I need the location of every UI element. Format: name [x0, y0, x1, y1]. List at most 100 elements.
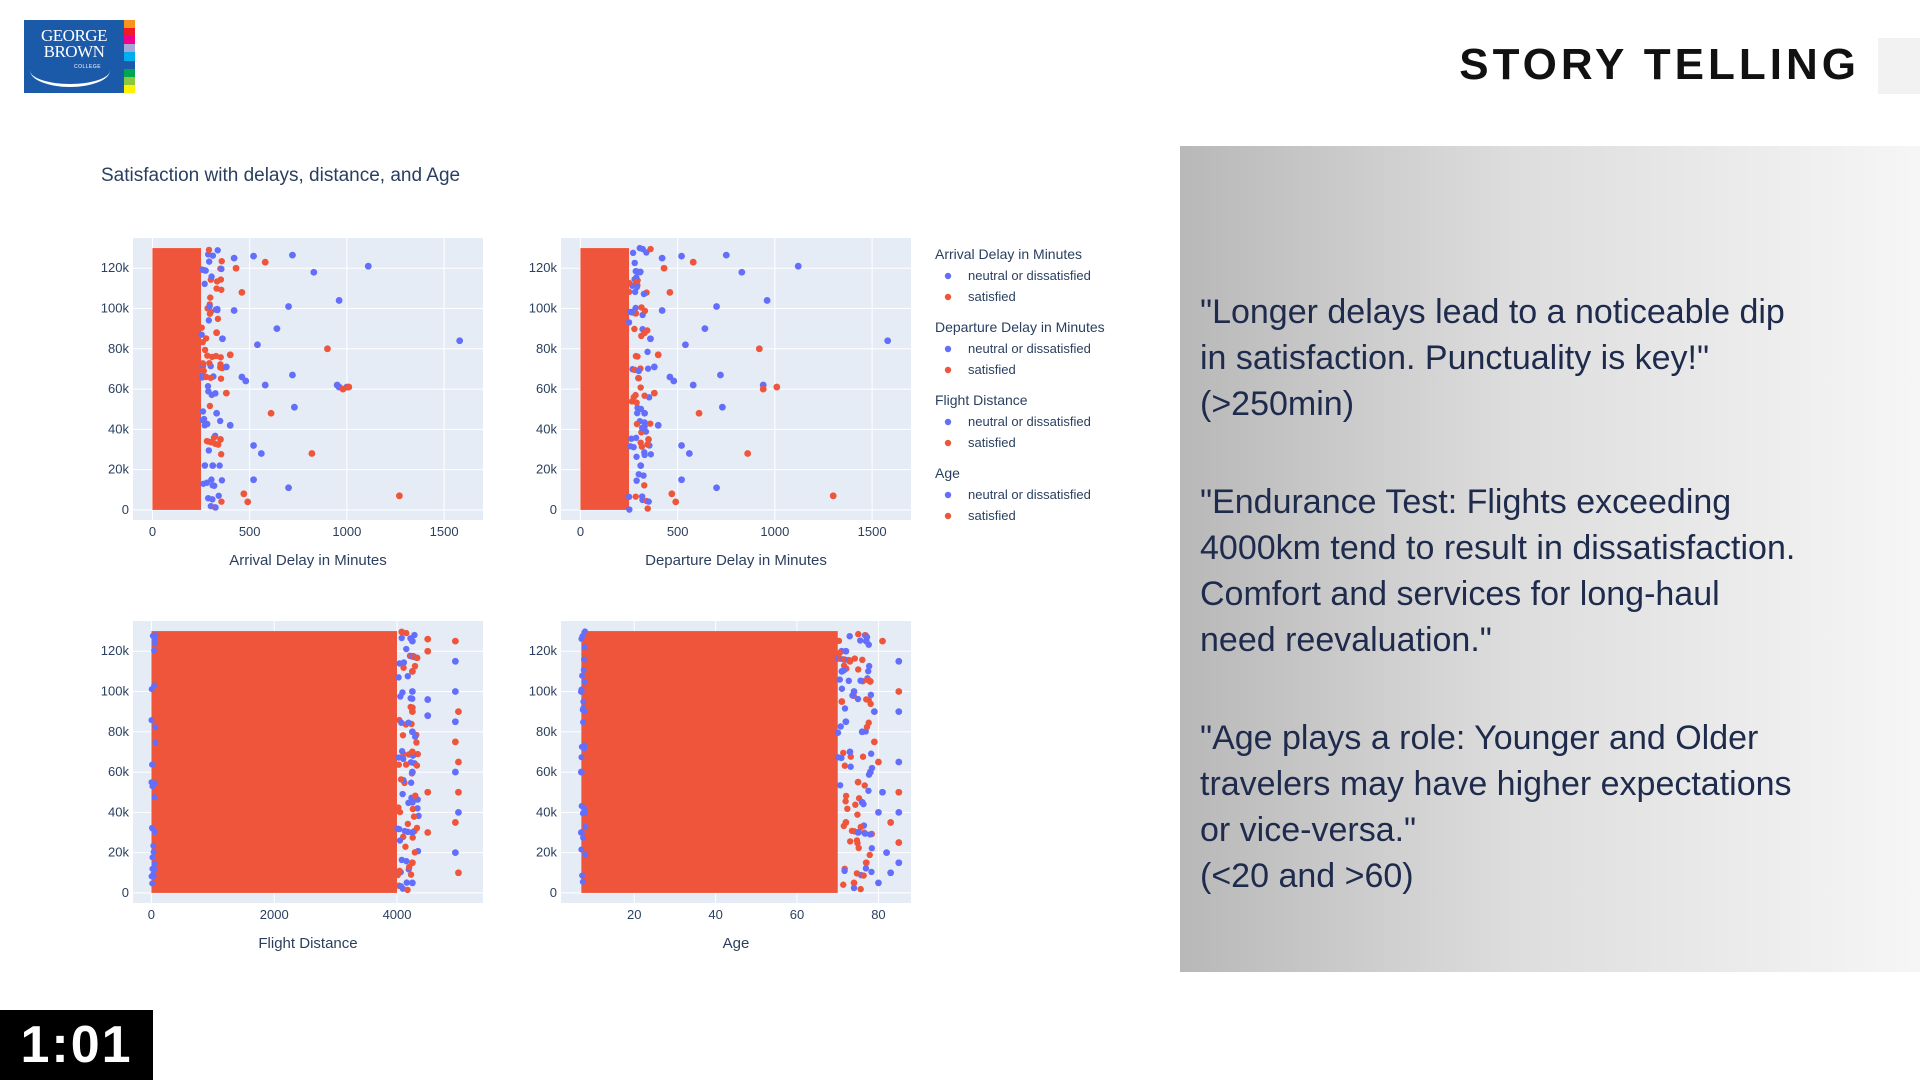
- scatter-point: [838, 698, 846, 705]
- scatter-point: [641, 392, 648, 399]
- y-tick-label: 0: [550, 885, 557, 900]
- scatter-point: [658, 307, 666, 314]
- scatter-point: [451, 657, 459, 665]
- scatter-point: [633, 399, 640, 406]
- scatter-point: [395, 674, 402, 681]
- scatter-point: [214, 315, 222, 323]
- story-text: "Longer delays lead to a noticeable dip …: [1200, 289, 1880, 951]
- scatter-point: [408, 859, 416, 867]
- scatter-point: [580, 698, 587, 705]
- scatter-point: [862, 859, 870, 867]
- scatter-point: [647, 451, 655, 458]
- legend-item-label: satisfied: [968, 435, 1016, 450]
- scatter-point: [883, 849, 890, 857]
- scatter-point: [200, 367, 208, 375]
- scatter-point: [638, 304, 645, 311]
- scatter-point: [205, 447, 212, 454]
- scatter-point: [152, 724, 159, 731]
- scatter-point: [451, 637, 459, 645]
- story-line: "Longer delays lead to a noticeable dip: [1200, 293, 1785, 331]
- scatter-point: [840, 662, 848, 669]
- scatter-point: [399, 755, 407, 763]
- scatter-point: [210, 434, 218, 441]
- scatter-point: [854, 778, 862, 786]
- x-tick-label: 0: [149, 524, 156, 539]
- scatter-point: [641, 409, 649, 417]
- subplot-4: 20 40 60 80 0 20k 40k 60k 80k 100k 120k Age: [529, 621, 911, 952]
- scatter-point: [580, 804, 587, 811]
- story-panel: [1180, 146, 1920, 972]
- scatter-point: [867, 700, 874, 708]
- scatter-point: [451, 849, 459, 857]
- chart-title: Satisfaction with delays, distance, and …: [101, 165, 461, 186]
- scatter-point: [633, 420, 641, 428]
- story-paragraph-age: "Age plays a role: Younger and Older tra…: [1200, 715, 1880, 899]
- scatter-point: [285, 303, 292, 310]
- scatter-point: [840, 881, 847, 888]
- scatter-point: [895, 839, 903, 846]
- scatter-point: [579, 872, 586, 879]
- x-axis-label: Age: [723, 935, 750, 952]
- scatter-point: [240, 490, 248, 498]
- scatter-point: [273, 325, 281, 333]
- legend-item-label: neutral or dissatisfied: [968, 487, 1091, 502]
- scatter-point: [451, 738, 459, 746]
- scatter-point: [853, 870, 861, 877]
- scatter-point: [678, 442, 685, 449]
- scatter-point: [238, 373, 246, 381]
- y-tick-label: 80k: [536, 341, 557, 356]
- scatter-point: [578, 743, 585, 750]
- scatter-point: [842, 792, 850, 800]
- scatter-point: [207, 294, 214, 301]
- legend-group-title: Age: [935, 465, 960, 481]
- scatter-point: [451, 819, 459, 826]
- scatter-point: [895, 688, 903, 695]
- x-tick-label: 2000: [260, 907, 289, 922]
- scatter-point: [308, 450, 316, 457]
- scatter-point: [404, 672, 411, 680]
- scatter-point: [409, 805, 417, 813]
- scatter-point: [148, 873, 155, 880]
- scatter-point: [205, 246, 213, 254]
- scatter-point: [722, 251, 730, 259]
- scatter-point: [250, 476, 257, 484]
- scatter-point: [626, 506, 633, 513]
- scatter-point: [842, 798, 849, 805]
- scatter-point: [840, 749, 847, 757]
- scatter-point: [230, 254, 238, 262]
- scatter-point: [261, 258, 269, 266]
- scatter-point: [206, 402, 214, 410]
- scatter-point: [254, 341, 261, 349]
- logo-color-stripes: [124, 20, 135, 93]
- scatter-point: [198, 324, 205, 331]
- scatter-point: [403, 629, 410, 637]
- scatter-point: [666, 373, 674, 381]
- y-tick-label: 20k: [536, 845, 557, 860]
- scatter-point: [578, 754, 585, 761]
- scatter-point: [866, 678, 874, 685]
- y-tick-label: 40k: [536, 804, 557, 819]
- scatter-point: [209, 252, 217, 259]
- scatter-point: [403, 645, 410, 653]
- scatter-point: [215, 492, 222, 499]
- scatter-point: [895, 708, 903, 716]
- scatter-point: [841, 867, 848, 875]
- scatter-point: [151, 682, 158, 689]
- scatter-point: [865, 667, 872, 675]
- scatter-point: [744, 450, 752, 457]
- scatter-point: [152, 780, 159, 787]
- logo-stripe: [124, 60, 135, 69]
- scatter-point: [641, 329, 649, 337]
- scatter-point: [632, 434, 640, 442]
- scatter-point: [219, 335, 226, 343]
- scatter-point: [647, 245, 654, 253]
- scatter-point: [213, 278, 221, 285]
- scatter-point: [634, 409, 641, 417]
- scatter-point: [238, 288, 246, 296]
- scatter-point: [408, 637, 416, 645]
- story-paragraph-delays: "Longer delays lead to a noticeable dip …: [1200, 289, 1880, 427]
- scatter-point: [846, 632, 853, 640]
- y-tick-label: 80k: [536, 724, 557, 739]
- x-tick-label: 1500: [430, 524, 459, 539]
- scatter-point: [654, 421, 662, 429]
